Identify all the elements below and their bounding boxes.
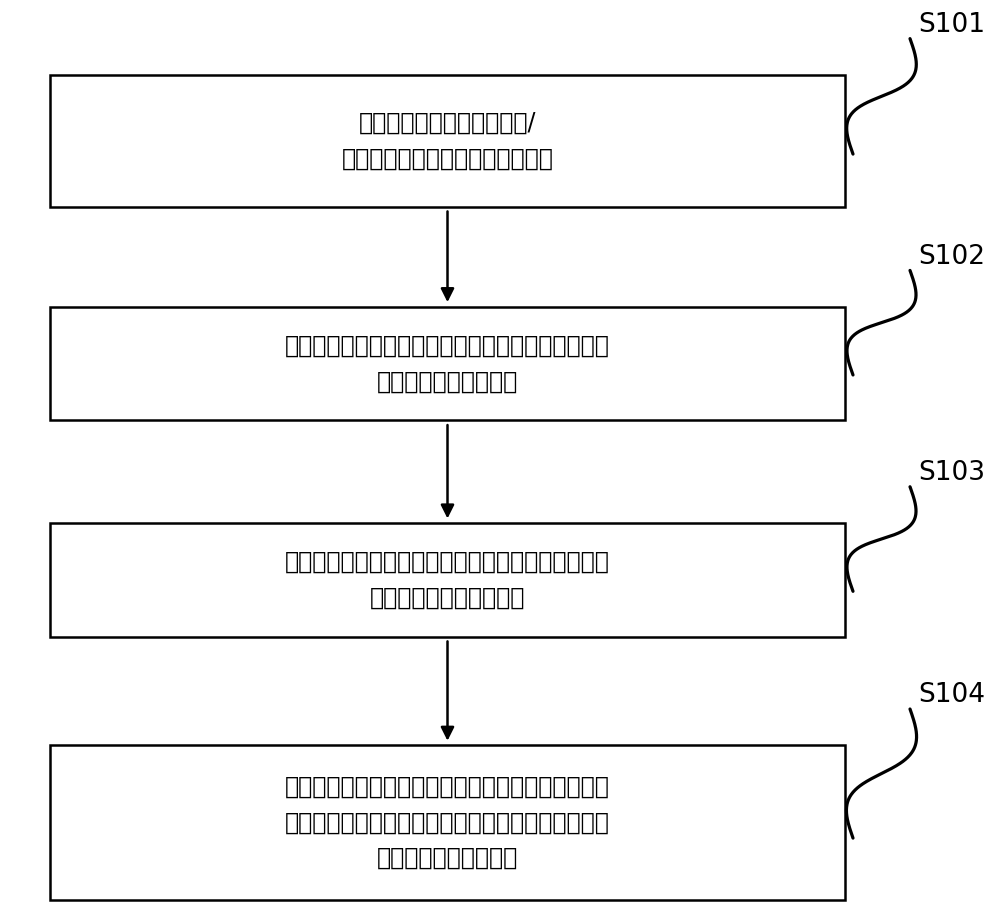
Text: S102: S102 — [918, 244, 985, 270]
Text: S101: S101 — [918, 12, 985, 38]
FancyArrowPatch shape — [442, 425, 453, 515]
Bar — [50, 307, 845, 420]
Text: S104: S104 — [918, 683, 985, 708]
Text: 第一中转台向第二中转台发送叠加语音数据，以便第
二中转台向第二终端发送该叠加语音数据，由第二终
端输出该叠加语音数据: 第一中转台向第二中转台发送叠加语音数据，以便第 二中转台向第二终端发送该叠加语音… — [285, 775, 610, 870]
Bar — [50, 524, 845, 636]
Text: S103: S103 — [918, 460, 985, 486]
Text: 第一中转台基于在预设时间间隔内接收到的业务语音
数据得到叠加语音数据: 第一中转台基于在预设时间间隔内接收到的业务语音 数据得到叠加语音数据 — [285, 334, 610, 394]
FancyArrowPatch shape — [442, 212, 453, 299]
Text: 第一中转台接收第一终端和/
或第二中转台发送的业务语音数据: 第一中转台接收第一终端和/ 或第二中转台发送的业务语音数据 — [342, 111, 553, 171]
FancyArrowPatch shape — [442, 642, 453, 738]
Bar — [50, 745, 845, 900]
Text: 第一中转台向第一终端发送叠加语音数据，以便第一
终端输出该叠加语音数据: 第一中转台向第一终端发送叠加语音数据，以便第一 终端输出该叠加语音数据 — [285, 550, 610, 610]
Bar — [50, 75, 845, 207]
